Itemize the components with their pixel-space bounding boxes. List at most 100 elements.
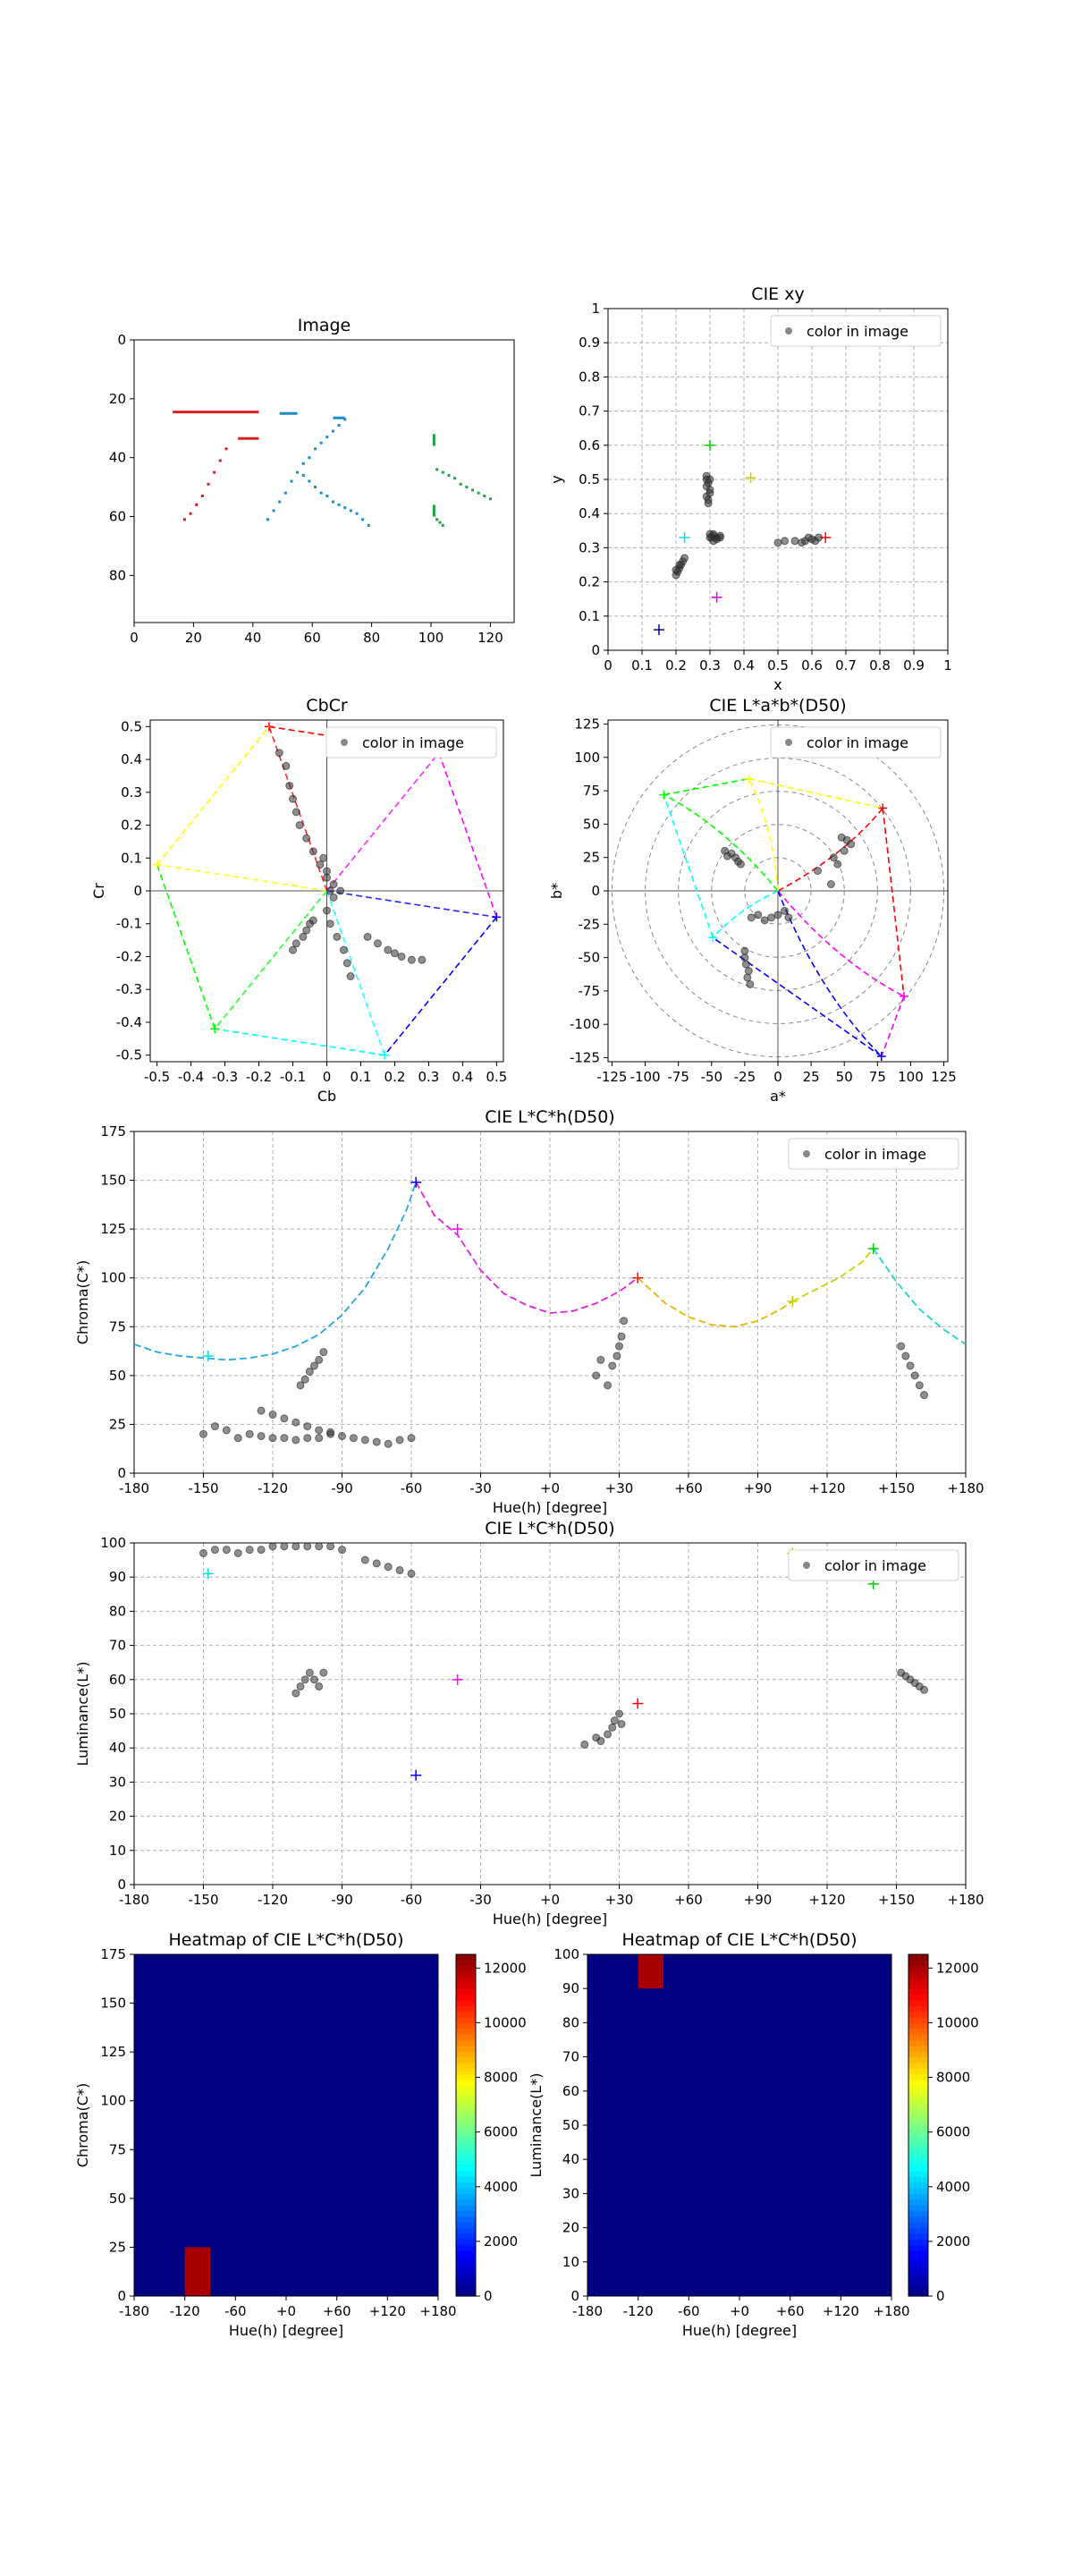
x-tick-label: +90 [744, 1480, 773, 1496]
legend-label: color in image [807, 323, 908, 340]
image-dot [278, 500, 282, 504]
x-tick-label: -25 [734, 1069, 756, 1085]
x-tick-label: -60 [401, 1892, 423, 1908]
legend-marker [785, 739, 792, 746]
axes-frame [607, 719, 949, 1063]
colorbar-segment [908, 2102, 928, 2109]
y-tick-label: -0.5 [116, 1047, 142, 1063]
data-point [296, 1682, 305, 1690]
data-point [319, 1348, 328, 1357]
data-point [291, 1418, 300, 1427]
data-point [300, 1375, 309, 1384]
colorbar-segment [456, 2284, 476, 2292]
x-tick-label: -180 [119, 1892, 149, 1908]
image-dot [361, 518, 365, 521]
data-point [315, 1355, 324, 1364]
chart-lab: -125 -100 -75 -50 -25 0 25 50 75 100 125-125-100-7… [548, 696, 957, 1105]
y-tick-label: 0 [117, 1877, 126, 1893]
data-point [316, 860, 325, 869]
y-tick-label: 0 [117, 2288, 126, 2304]
x-tick-label: +30 [605, 1480, 634, 1496]
data-point [372, 1437, 381, 1446]
data-point [310, 1675, 318, 1684]
colorbar-segment [908, 2028, 928, 2035]
x-tick-label: -150 [188, 1892, 218, 1908]
y-tick-label: -125 [570, 1050, 600, 1066]
colorbar-tick-label: 6000 [936, 2124, 970, 2140]
data-point [384, 945, 393, 954]
data-point [920, 1391, 928, 1400]
y-tick-label: 100 [574, 750, 600, 766]
y-tick-label: 125 [574, 716, 600, 732]
axes-frame [149, 719, 504, 1063]
data-point [604, 1730, 613, 1739]
image-dot [207, 482, 210, 486]
chart-xy: 0 0.1 0.2 0.3 0.4 0.5 0.6 0.7 0.8 0.9 1 0 0.1 0.2 0.3 0… [548, 284, 952, 693]
image-dot [477, 491, 480, 495]
image-dot [483, 494, 486, 497]
colorbar-segment [908, 2273, 928, 2280]
y-tick-label: -0.1 [116, 916, 142, 932]
colorbar-frame [455, 1953, 477, 2297]
colorbar-segment [456, 2017, 476, 2023]
colorbar-segment [456, 2273, 476, 2280]
x-tick-label: +120 [808, 1480, 845, 1496]
colorbar-segment [908, 2056, 928, 2063]
data-point [705, 475, 714, 484]
x-axis-label: Cb [317, 1088, 336, 1105]
colorbar-segment [908, 2256, 928, 2263]
x-tick-label: 120 [477, 630, 503, 646]
data-point [282, 761, 291, 770]
colorbar-segment [456, 2256, 476, 2263]
colorbar-segment [908, 1977, 928, 1984]
y-tick-label: 50 [583, 816, 600, 832]
chart-title: Image [298, 316, 351, 335]
data-point [257, 1432, 266, 1441]
y-tick-label: 20 [109, 391, 126, 407]
x-tick-label: -60 [224, 2303, 247, 2319]
axes-frame [133, 339, 515, 623]
colorbar-segment [908, 2062, 928, 2069]
y-tick-label: 0 [591, 883, 600, 899]
y-tick-label: 25 [109, 1416, 126, 1432]
data-point [325, 919, 334, 928]
data-point [704, 499, 713, 508]
colorbar-segment [908, 2034, 928, 2041]
data-point [222, 1546, 231, 1555]
colorbar-segment [908, 1954, 928, 1961]
colorbar-segment [908, 2250, 928, 2258]
y-tick-label: 0.3 [579, 539, 600, 555]
colorbar-segment [456, 2148, 476, 2155]
data-point [289, 945, 298, 954]
gamut-edge [882, 808, 905, 996]
gamut-curve [133, 1182, 418, 1361]
y-tick-label: 1 [591, 301, 600, 317]
y-tick-label: -100 [570, 1016, 600, 1032]
gamut-spoke [712, 890, 779, 938]
y-tick-label: 0.2 [121, 818, 142, 834]
colorbar-segment [456, 2227, 476, 2234]
y-axis-label: Luminance(L*) [74, 1662, 91, 1767]
colorbar-segment [908, 2148, 928, 2155]
data-point [608, 1723, 617, 1732]
colorbar-segment [908, 2051, 928, 2058]
data-point [814, 867, 823, 876]
x-tick-label: -75 [667, 1069, 689, 1085]
legend-box [770, 315, 942, 347]
chart-title: CIE xy [751, 284, 804, 304]
data-point [210, 1422, 219, 1431]
image-dot [331, 500, 334, 504]
image-dot [337, 423, 341, 427]
x-tick-label: +60 [323, 2303, 351, 2319]
y-tick-label: -75 [579, 983, 601, 999]
gamut-edge [663, 777, 749, 796]
data-point [780, 906, 789, 915]
chart-title: CIE L*C*h(D50) [485, 1107, 614, 1127]
data-point [798, 538, 807, 547]
data-point [920, 1685, 928, 1694]
colorbar-segment [908, 1994, 928, 2001]
y-tick-label: 20 [109, 1809, 126, 1825]
data-point [300, 1675, 309, 1684]
data-point [680, 554, 689, 563]
image-dot [453, 477, 457, 480]
